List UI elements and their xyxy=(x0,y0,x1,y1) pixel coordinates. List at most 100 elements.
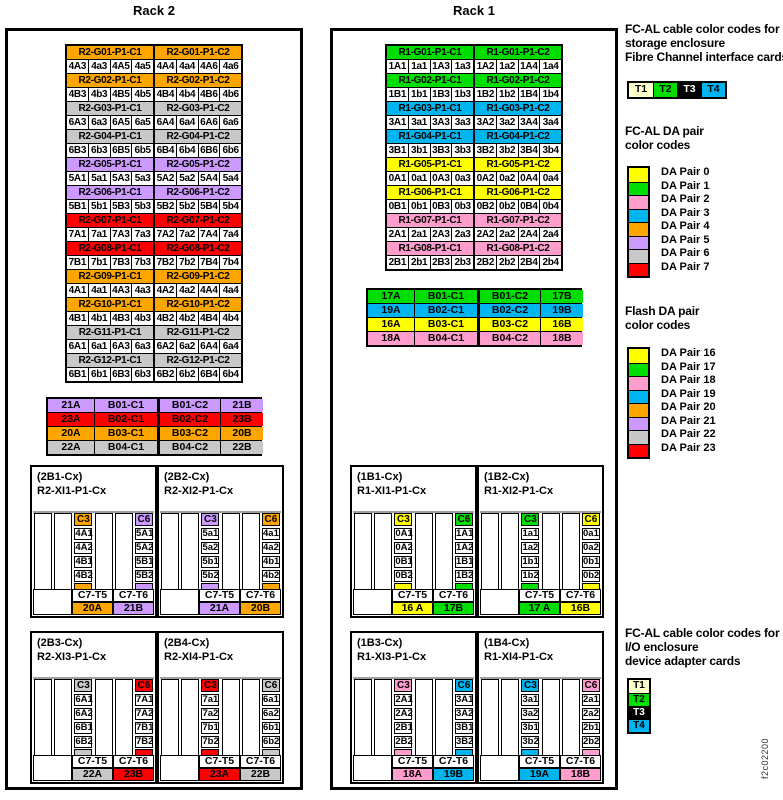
port-cell: 3B3 xyxy=(430,144,452,157)
enclosure-group: R2-G11-P1-C1 6A1 6a1 6A3 6a3 xyxy=(67,326,153,353)
port-cell: 5B2 xyxy=(155,200,176,213)
slot-area: C3 4A1 4A2 4B1 4B2 C6 5A1 5A2 5B1 5B2 xyxy=(33,511,154,594)
port-cell: 7a3 xyxy=(132,228,153,241)
port-cell: 6B4 xyxy=(198,368,220,381)
empty-slot xyxy=(481,513,499,594)
io-enclosure: (2B3-Cx) R2-XI3-P1-Cx C3 6A1 6A2 6B1 6B2 C6 7A1 7… xyxy=(30,631,157,784)
enclosure-port-row: 5A2 5a2 5A4 5a4 xyxy=(155,172,241,185)
empty-slot xyxy=(54,513,73,594)
legend-io-heading: FC-AL cable color codes for I/O enclosur… xyxy=(625,626,780,668)
da-card-header: C6 xyxy=(134,679,153,692)
da-card-port: 7A2 xyxy=(134,708,154,720)
b-cell: 17B xyxy=(541,290,583,303)
port-cell: 5a1 xyxy=(88,172,110,185)
legend-storage-heading-line1: FC-AL cable color codes for xyxy=(625,22,780,36)
port-cell: 6A3 xyxy=(110,340,132,353)
da-pair-label: DA Pair 22 xyxy=(661,428,716,440)
da-card-port: 4A2 xyxy=(74,542,93,554)
port-cell: 2a3 xyxy=(452,228,473,241)
enclosure-header: R1-G06-P1-C2 xyxy=(475,186,561,199)
da-card-port: 5b2 xyxy=(201,570,220,582)
enclosure-port-row: 4A4 4a4 4A6 4a6 xyxy=(155,60,241,73)
port-cell: 3A2 xyxy=(475,116,496,129)
c7-t5-value: 16 A xyxy=(392,602,433,615)
da-card-port: 7a1 xyxy=(201,694,220,706)
enclosure-header: R1-G02-P1-C1 xyxy=(387,74,473,87)
io-enclosure-row: (1B3-Cx) R1-XI3-P1-Cx C3 2A1 2A2 2B1 2B2 C6 3A1 3… xyxy=(350,631,615,784)
c7-t5-value: 21A xyxy=(199,602,240,615)
da-card-port: 0a2 xyxy=(581,542,600,554)
enclosure-header: R2-G08-P1-C2 xyxy=(155,242,241,255)
da-card-port: 3B1 xyxy=(454,722,474,734)
da-card-port: 2b1 xyxy=(581,722,600,734)
port-cell: 4A3 xyxy=(67,60,88,73)
da-pair-label: DA Pair 17 xyxy=(661,360,716,373)
enclosure-header: R2-G05-P1-C2 xyxy=(155,158,241,171)
port-cell: 6A4 xyxy=(198,340,220,353)
da-card-header: C6 xyxy=(261,513,280,526)
da-card-slot: C3 4A1 4A2 4B1 4B2 xyxy=(74,513,93,594)
c7-t5-value: 20A xyxy=(72,602,113,615)
port-cell: 0b3 xyxy=(452,200,473,213)
b-cell: B04-C2 xyxy=(158,441,220,454)
enclosure-group: R2-G09-P1-C1 4A1 4a1 4A3 4a3 xyxy=(67,270,153,297)
c7-t6-label: C7-T6 xyxy=(560,589,601,602)
io-enclosure-id: (1B1-Cx) xyxy=(357,471,403,483)
da-pair-swatch xyxy=(629,222,648,236)
port-cell: 5B1 xyxy=(67,200,88,213)
enclosure-port-row: 1B1 1b1 1B3 1b3 xyxy=(387,88,473,101)
enclosure-header: R2-G03-P1-C1 xyxy=(67,102,153,115)
b-cell: 18B xyxy=(541,332,583,345)
enclosure-header: R2-G07-P1-C1 xyxy=(67,214,153,227)
enclosure-group: R2-G12-P1-C1 6B1 6b1 6B3 6b3 xyxy=(67,354,153,381)
da-pair-swatch xyxy=(629,195,648,209)
empty-slot xyxy=(34,513,52,594)
io-enclosure-name: R2-XI3-P1-Cx xyxy=(37,651,107,663)
port-cell: 0A4 xyxy=(518,172,540,185)
enclosure-port-row: 4B2 4b2 4B4 4b4 xyxy=(155,312,241,325)
io-enclosure-head: (2B4-Cx) R2-XI4-P1-Cx xyxy=(159,633,282,664)
port-cell: 2A3 xyxy=(430,228,452,241)
b-cell: B04-C1 xyxy=(95,441,157,454)
da-pair-swatch xyxy=(629,389,648,403)
empty-slot xyxy=(354,679,372,760)
empty-slot xyxy=(221,679,240,760)
empty-slot xyxy=(34,679,52,760)
empty-slot xyxy=(54,679,73,760)
port-cell: 7B3 xyxy=(110,256,132,269)
da-card-header: C6 xyxy=(134,513,153,526)
da-card-port: 3B2 xyxy=(454,736,474,748)
empty-slot xyxy=(434,679,453,760)
port-cell: 2B3 xyxy=(430,256,452,269)
rack1-title: Rack 1 xyxy=(453,3,495,18)
port-cell: 7A3 xyxy=(110,228,132,241)
port-cell: 2a2 xyxy=(496,228,518,241)
io-enclosure-id: (1B2-Cx) xyxy=(484,471,530,483)
port-cell: 3A3 xyxy=(430,116,452,129)
enclosure-group: R2-G07-P1-C1 7A1 7a1 7A3 7a3 xyxy=(67,214,153,241)
enclosure-group: R1-G05-P1-C1 0A1 0a1 0A3 0a3 xyxy=(387,158,473,185)
empty-slot xyxy=(481,679,499,760)
port-cell: 5a2 xyxy=(176,172,198,185)
c7-t6-value: 22B xyxy=(240,768,281,781)
c7-t5-label: C7-T5 xyxy=(72,589,113,602)
io-enclosure: (1B4-Cx) R1-XI4-P1-Cx C3 3a1 3a2 3b1 3b2 C6 2a1 2… xyxy=(477,631,604,784)
da-card-port: 6b2 xyxy=(261,736,280,748)
enclosure-header: R1-G07-P1-C2 xyxy=(475,214,561,227)
da-pair-label: DA Pair 19 xyxy=(661,387,716,400)
enclosure-port-row: 5B2 5b2 5B4 5b4 xyxy=(155,200,241,213)
io-bottom-empty xyxy=(353,589,392,615)
io-enclosure: (1B1-Cx) R1-XI1-P1-Cx C3 0A1 0A2 0B1 0B2 C6 1A1 1… xyxy=(350,465,477,618)
b-cell: 23A xyxy=(48,413,94,426)
io-enclosure-name: R1-XI1-P1-Cx xyxy=(357,485,427,497)
port-cell: 5b2 xyxy=(176,200,198,213)
empty-slot xyxy=(541,679,560,760)
enclosure-port-row: 7A2 7a2 7A4 7a4 xyxy=(155,228,241,241)
port-cell: 6a4 xyxy=(220,340,241,353)
da-card-port: 1b2 xyxy=(521,570,540,582)
port-cell: 6a2 xyxy=(176,340,198,353)
da-card-port: 7B2 xyxy=(134,736,154,748)
t-card-t3: T3 xyxy=(629,706,649,719)
flash-da-pair-legend: DA Pair 16 DA Pair 17 DA Pair 18 DA Pair 19… xyxy=(627,347,716,459)
port-cell: 4a5 xyxy=(132,60,153,73)
